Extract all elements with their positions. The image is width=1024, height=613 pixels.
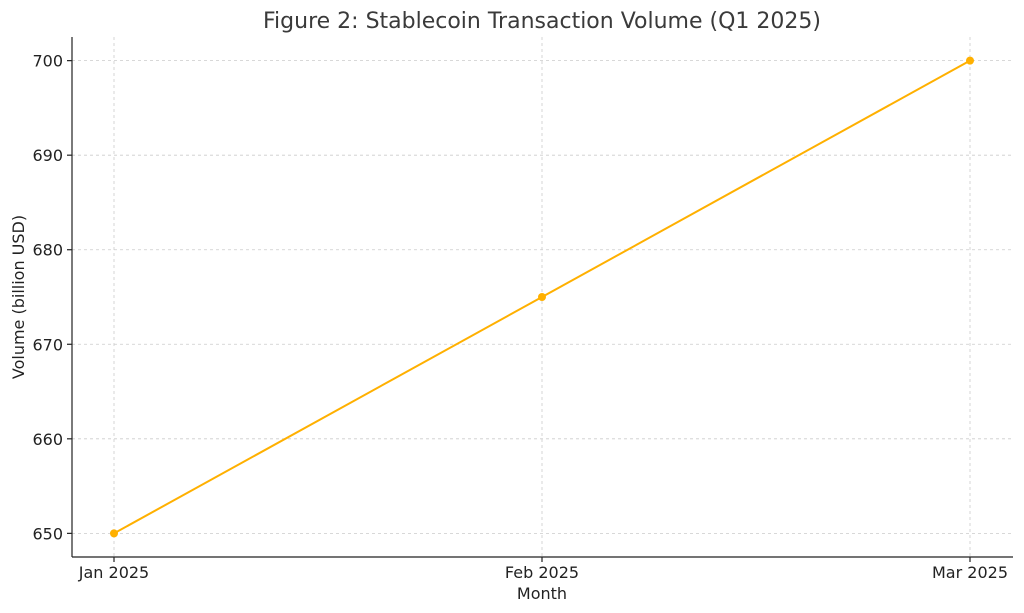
grid bbox=[72, 37, 1013, 557]
x-tick-label: Feb 2025 bbox=[505, 563, 579, 582]
x-tick-label: Jan 2025 bbox=[78, 563, 149, 582]
y-tick-label: 700 bbox=[32, 52, 63, 71]
y-tick-label: 660 bbox=[32, 430, 63, 449]
data-point bbox=[538, 293, 546, 301]
series-layer bbox=[110, 56, 974, 538]
x-axis-title: Month bbox=[517, 584, 567, 603]
data-point bbox=[966, 56, 974, 65]
x-tick-label: Mar 2025 bbox=[932, 563, 1008, 582]
data-point bbox=[110, 529, 118, 538]
y-tick-label: 650 bbox=[32, 524, 63, 543]
y-axis-title: Volume (billion USD) bbox=[9, 215, 28, 379]
axes bbox=[67, 37, 1013, 562]
tick-labels: 650 660 670 680 690 700 Jan 2025 Feb 2025 Mar 20… bbox=[32, 52, 1008, 582]
y-tick-label: 670 bbox=[32, 335, 63, 354]
y-tick-label: 690 bbox=[32, 146, 63, 165]
chart-title: Figure 2: Stablecoin Transaction Volume … bbox=[263, 9, 821, 34]
y-tick-label: 680 bbox=[32, 241, 63, 260]
